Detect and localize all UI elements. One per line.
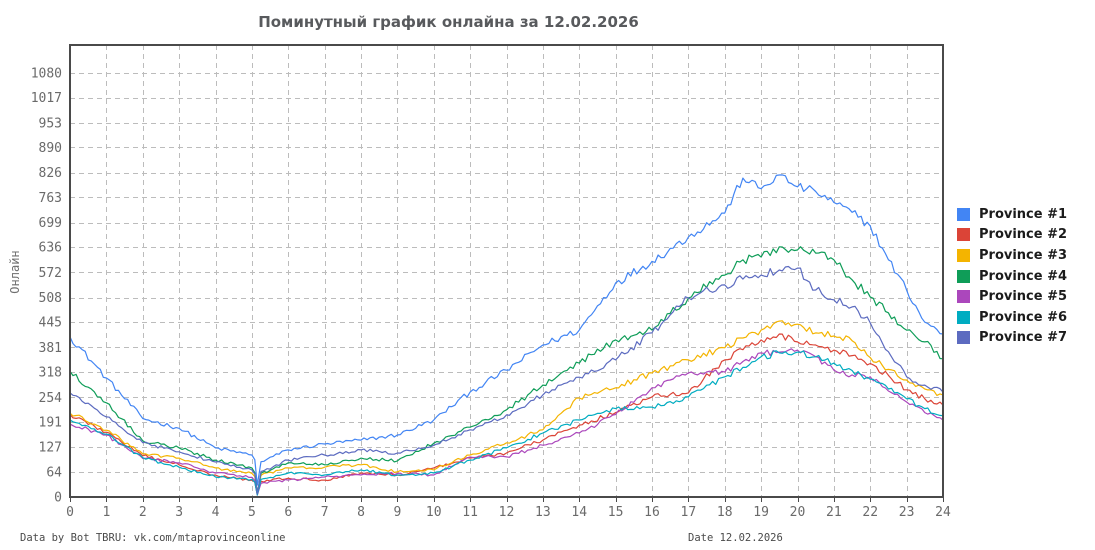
- y-axis-ticks: 0 64 127 191 254 318 381 445 508 572 636 699 763 826 8…: [31, 66, 62, 505]
- svg-text:19: 19: [753, 505, 769, 520]
- svg-text:0: 0: [54, 491, 62, 506]
- svg-text:6: 6: [284, 505, 292, 520]
- x-axis-ticks: 0 1 2 3 4 5 6 7 8 9 10 11 12 13 14 15 16 17 18 19 20 21 22 23 24: [66, 498, 951, 520]
- svg-text:0: 0: [66, 505, 74, 520]
- svg-text:24: 24: [935, 505, 951, 520]
- legend-item: Province #4: [957, 266, 1067, 287]
- svg-text:318: 318: [39, 366, 62, 381]
- svg-text:699: 699: [39, 216, 62, 231]
- svg-text:4: 4: [212, 505, 220, 520]
- svg-text:7: 7: [321, 505, 329, 520]
- legend-swatch: [957, 228, 970, 242]
- chart-title: Поминутный график онлайна за 12.02.2026: [258, 13, 639, 31]
- legend-label: Province #4: [979, 268, 1068, 284]
- legend-swatch: [957, 310, 970, 324]
- plot-frame: [69, 44, 944, 498]
- series-lines: [69, 174, 944, 496]
- footer-date: Date 12.02.2026: [688, 532, 783, 544]
- legend-label: Province #5: [979, 289, 1068, 305]
- svg-text:127: 127: [39, 441, 62, 456]
- svg-text:8: 8: [357, 505, 365, 520]
- svg-text:890: 890: [39, 141, 62, 156]
- svg-text:15: 15: [608, 505, 624, 520]
- svg-text:17: 17: [681, 505, 697, 520]
- legend-swatch: [957, 331, 970, 345]
- svg-text:572: 572: [39, 266, 62, 281]
- svg-text:12: 12: [499, 505, 515, 520]
- svg-text:381: 381: [39, 341, 62, 356]
- svg-text:508: 508: [39, 291, 62, 306]
- legend-swatch: [957, 248, 970, 262]
- svg-text:10: 10: [426, 505, 442, 520]
- legend-swatch: [957, 290, 970, 304]
- svg-text:22: 22: [862, 505, 878, 520]
- legend-item: Province #1: [957, 204, 1067, 225]
- svg-text:23: 23: [899, 505, 915, 520]
- footer-credit: Data by Bot TBRU: vk.com/mtaprovinceonli…: [20, 532, 286, 544]
- svg-text:9: 9: [393, 505, 401, 520]
- svg-text:445: 445: [39, 316, 62, 331]
- svg-text:1017: 1017: [31, 91, 62, 106]
- svg-text:1080: 1080: [31, 66, 62, 81]
- series-line-6: [69, 350, 944, 496]
- svg-text:14: 14: [571, 505, 587, 520]
- svg-text:20: 20: [790, 505, 806, 520]
- svg-text:21: 21: [826, 505, 842, 520]
- legend-label: Province #7: [979, 330, 1068, 346]
- legend-label: Province #6: [979, 309, 1068, 325]
- legend-item: Province #5: [957, 286, 1067, 307]
- svg-text:763: 763: [39, 191, 62, 206]
- svg-text:2: 2: [139, 505, 147, 520]
- legend-item: Province #3: [957, 245, 1067, 266]
- legend-swatch: [957, 269, 970, 283]
- svg-text:64: 64: [46, 465, 62, 480]
- series-line-7: [69, 265, 944, 495]
- svg-text:13: 13: [535, 505, 551, 520]
- svg-text:16: 16: [644, 505, 660, 520]
- legend-swatch: [957, 207, 970, 221]
- series-line-5: [69, 348, 944, 496]
- series-line-3: [69, 320, 944, 495]
- svg-text:3: 3: [175, 505, 183, 520]
- svg-text:18: 18: [717, 505, 733, 520]
- legend-label: Province #3: [979, 247, 1068, 263]
- grid: [70, 45, 943, 497]
- svg-text:191: 191: [39, 415, 62, 430]
- svg-text:11: 11: [462, 505, 478, 520]
- svg-text:826: 826: [39, 166, 62, 181]
- legend-label: Province #2: [979, 227, 1068, 243]
- legend: Province #1 Province #2 Province #3 Provinc…: [957, 204, 1067, 348]
- svg-text:953: 953: [39, 116, 62, 131]
- series-line-4: [69, 246, 944, 494]
- legend-item: Province #6: [957, 307, 1067, 328]
- legend-item: Province #2: [957, 225, 1067, 246]
- svg-text:254: 254: [39, 391, 63, 406]
- series-line-2: [69, 333, 944, 496]
- svg-text:1: 1: [102, 505, 110, 520]
- svg-text:5: 5: [248, 505, 256, 520]
- svg-text:636: 636: [39, 241, 62, 256]
- series-line-1: [69, 174, 944, 486]
- legend-item: Province #7: [957, 328, 1067, 349]
- legend-label: Province #1: [979, 206, 1068, 222]
